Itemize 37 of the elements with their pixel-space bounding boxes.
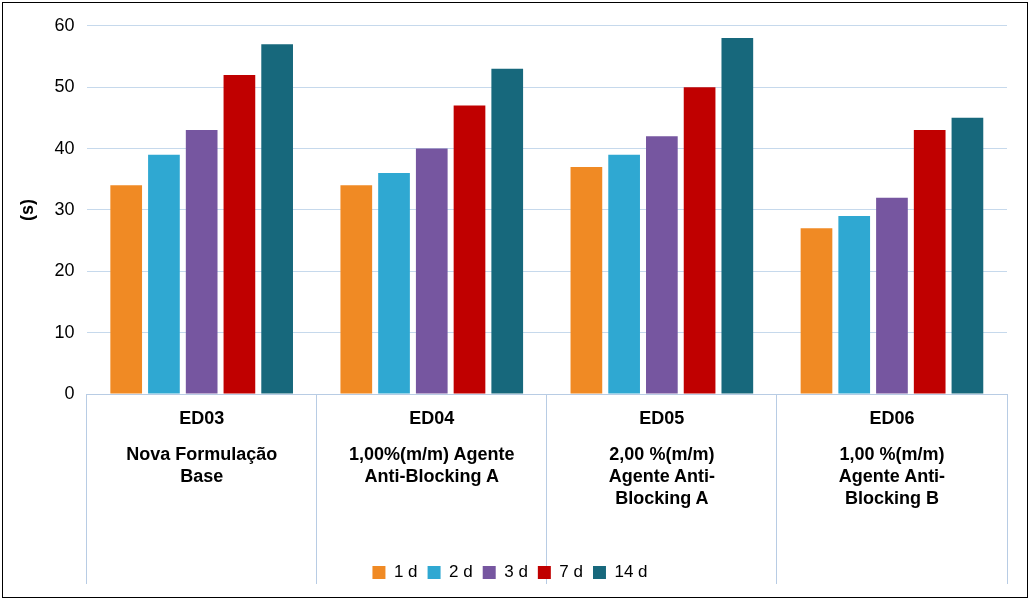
y-axis-title: (s) xyxy=(16,198,37,221)
bar xyxy=(340,185,373,394)
x-tick-label: ED03 Nova Formulação Base xyxy=(126,407,278,486)
bar xyxy=(800,228,833,394)
bar xyxy=(491,68,524,394)
bar xyxy=(378,173,410,394)
legend-label: 1 d xyxy=(393,562,418,582)
bar xyxy=(223,74,256,394)
y-tick-label: 0 xyxy=(64,382,75,403)
legend-label: 14 d xyxy=(614,562,648,582)
y-tick-label: 10 xyxy=(54,321,75,342)
bar xyxy=(261,44,293,394)
y-tick-label: 60 xyxy=(54,14,75,35)
bar xyxy=(876,197,908,394)
bar xyxy=(951,117,984,394)
bar xyxy=(646,136,678,394)
y-tick-label: 50 xyxy=(54,76,75,97)
x-tick-label: ED05 2,00 %(m/m) Agente Anti- Blocking A xyxy=(608,407,716,508)
bar xyxy=(721,38,754,394)
bar xyxy=(110,185,143,394)
bar xyxy=(838,216,871,394)
x-tick-label: ED04 1,00%(m/m) Agente Anti-Blocking A xyxy=(349,407,515,486)
bar xyxy=(608,154,640,394)
bar xyxy=(148,154,180,394)
legend-label: 3 d xyxy=(504,562,528,582)
bar xyxy=(453,105,486,394)
bar xyxy=(913,130,946,394)
legend-label: 2 d xyxy=(449,562,473,582)
bar xyxy=(415,148,448,394)
y-tick-label: 20 xyxy=(54,260,75,281)
x-tick-label: ED06 1,00 %(m/m) Agente Anti- Blocking B xyxy=(838,407,946,508)
bar xyxy=(683,87,716,394)
y-tick-label: 40 xyxy=(54,137,75,158)
legend-label: 7 d xyxy=(559,562,583,582)
y-tick-label: 30 xyxy=(54,198,75,219)
bar xyxy=(185,130,218,394)
bar xyxy=(570,166,603,394)
